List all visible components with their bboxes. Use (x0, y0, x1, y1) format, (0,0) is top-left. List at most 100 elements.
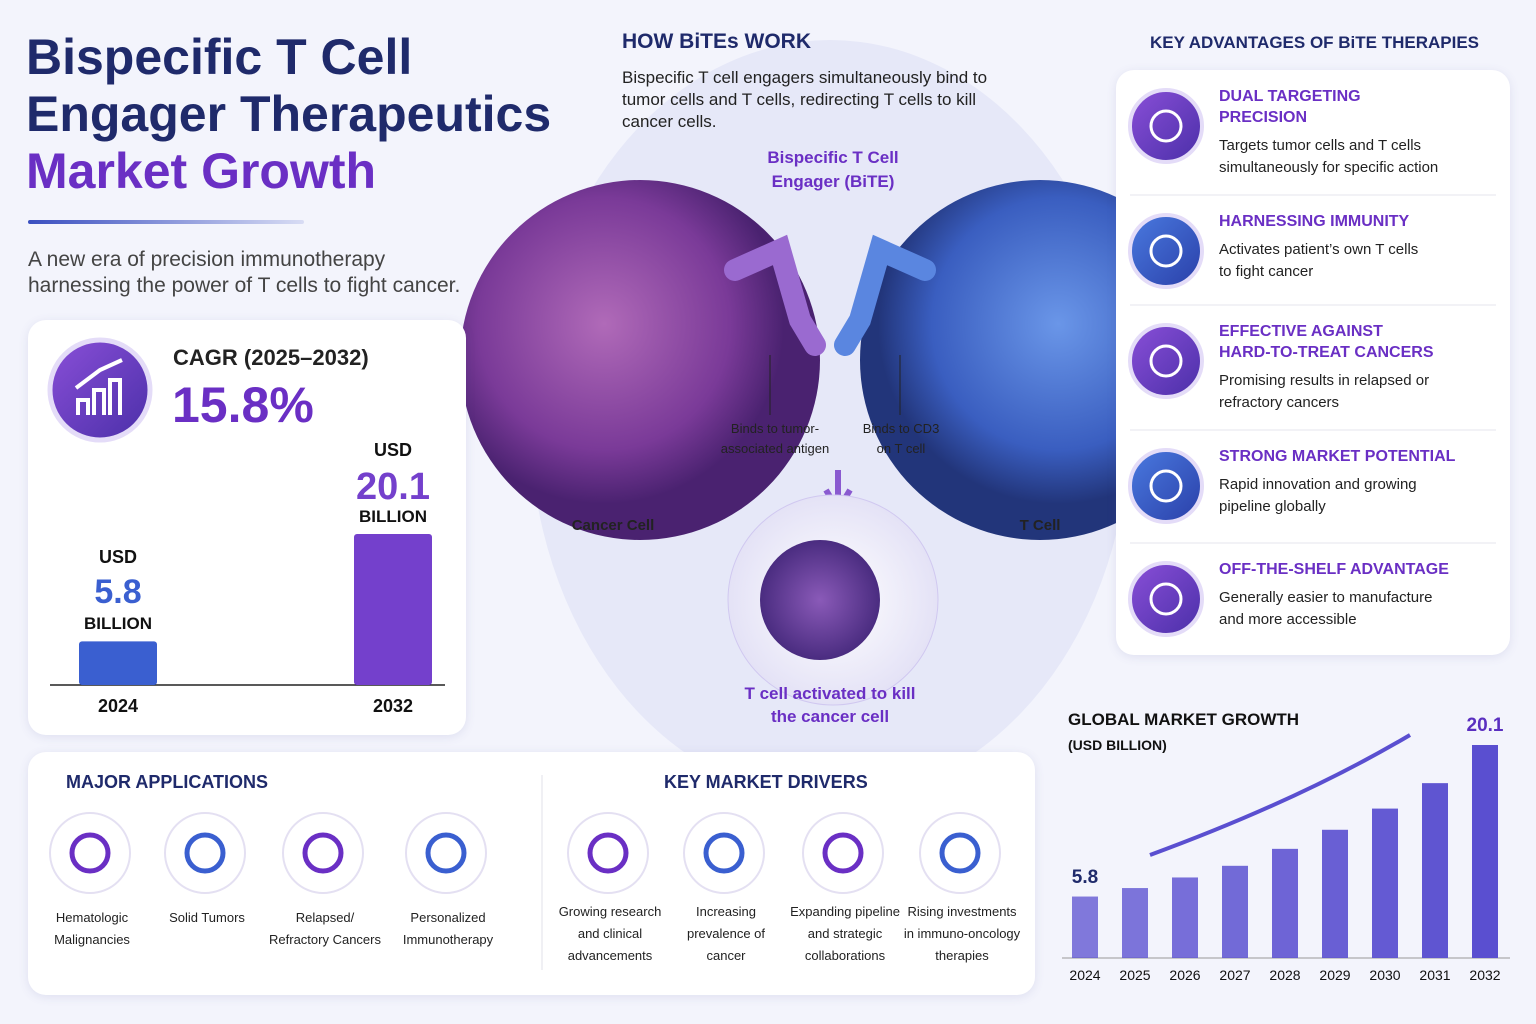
binding-label: associated antigen (720, 441, 830, 456)
advantage-icon (1128, 213, 1204, 289)
advantage-text: to fight cancer (1219, 263, 1314, 280)
activated-cell (760, 540, 880, 660)
advantage-text: pipeline globally (1219, 498, 1326, 515)
bar (1122, 888, 1148, 958)
x-tick-label: 2029 (1319, 967, 1351, 983)
bite-label: Engager (BiTE) (771, 172, 895, 191)
x-tick-label: 2028 (1269, 967, 1301, 983)
advantage-title: STRONG MARKET POTENTIAL (1219, 448, 1456, 465)
advantage-icon (1128, 448, 1204, 524)
item-label: Malignancies (54, 932, 130, 947)
item-label: Refractory Cancers (269, 932, 381, 947)
x-tick-label: 2026 (1169, 967, 1201, 983)
bar (1172, 877, 1198, 958)
title-line: Market Growth (26, 143, 377, 199)
advantage-title: HARD-TO-TREAT CANCERS (1219, 344, 1434, 361)
item-label: Hematologic (55, 910, 129, 925)
value-label: 5.8 (94, 573, 142, 612)
chart-subtitle: (USD BILLION) (1068, 737, 1167, 753)
cell-label: T Cell (1019, 517, 1061, 534)
cagr-label: CAGR (2025–2032) (173, 345, 369, 370)
item-icon (405, 812, 487, 894)
title-underline (28, 220, 304, 224)
description-line: tumor cells and T cells, redirecting T c… (622, 90, 976, 109)
subtitle-line: A new era of precision immunotherapy (28, 248, 386, 271)
item-icon (802, 812, 884, 894)
advantage-text: Activates patient’s own T cells (1219, 241, 1419, 258)
x-tick-label: 2025 (1119, 967, 1151, 983)
binding-label: Binds to tumor- (730, 421, 820, 436)
advantage-icon (1128, 561, 1204, 637)
title-line: Bispecific T Cell (26, 29, 413, 85)
bar (354, 534, 432, 685)
item-label: Personalized (410, 910, 486, 925)
advantage-title: HARNESSING IMMUNITY (1219, 213, 1410, 230)
subtitle-line: harnessing the power of T cells to fight… (28, 274, 461, 297)
growth-arrow (1149, 733, 1412, 857)
advantage-title: PRECISION (1219, 109, 1308, 126)
item-label: and strategic (807, 926, 883, 941)
item-label: prevalence of (686, 926, 766, 941)
binding-label: Binds to CD3 (862, 421, 940, 436)
advantage-icon (1128, 323, 1204, 399)
item-label: Immunotherapy (402, 932, 494, 947)
value-label: 20.1 (356, 466, 430, 508)
chart-title: GLOBAL MARKET GROWTH (1068, 710, 1300, 729)
item-label: cancer (706, 948, 746, 963)
bite-label: Bispecific T Cell (767, 148, 899, 167)
item-label: collaborations (804, 948, 886, 963)
bar (1072, 896, 1098, 958)
item-icon (164, 812, 246, 894)
x-tick-label: 2024 (1069, 967, 1101, 983)
binding-label: on T cell (876, 441, 926, 456)
advantage-text: simultaneously for specific action (1219, 159, 1439, 176)
description-line: Bispecific T cell engagers simultaneousl… (622, 68, 988, 87)
icon-glyph (1149, 234, 1183, 268)
value-label: 20.1 (1466, 715, 1504, 736)
item-label: Relapsed/ (295, 910, 355, 925)
result-label: T cell activated to kill (744, 684, 916, 703)
icon-glyph (1149, 109, 1183, 143)
icon-glyph (74, 358, 123, 415)
item-icon (567, 812, 649, 894)
bar (1372, 808, 1398, 958)
item-label: Increasing (696, 904, 756, 919)
icon-glyph (1149, 582, 1183, 616)
value-suffix: BILLION (359, 507, 427, 526)
antibody-left (724, 234, 826, 356)
title-line: Engager Therapeutics (26, 86, 552, 142)
value-label: 5.8 (1071, 866, 1099, 888)
item-label: and clinical (577, 926, 643, 941)
item-label: advancements (567, 948, 653, 963)
item-label: Rising investments (907, 904, 1017, 919)
bar (1322, 829, 1348, 958)
value-prefix: USD (98, 547, 138, 568)
item-label: therapies (935, 948, 989, 963)
icon-glyph (703, 832, 745, 874)
result-label: the cancer cell (770, 707, 890, 726)
advantage-title: EFFECTIVE AGAINST (1219, 323, 1383, 340)
icon-glyph (587, 832, 629, 874)
x-tick-label: 2027 (1219, 967, 1251, 983)
item-label: Solid Tumors (169, 910, 245, 925)
icon-glyph (939, 832, 981, 874)
advantage-text: Promising results in relapsed or (1219, 372, 1430, 389)
item-icon (919, 812, 1001, 894)
icon-glyph (184, 832, 226, 874)
advantage-title: DUAL TARGETING (1219, 88, 1361, 105)
icon-glyph (1149, 344, 1183, 378)
item-label: Expanding pipeline (790, 904, 900, 919)
icon-glyph (822, 832, 864, 874)
value-suffix: BILLION (84, 614, 152, 634)
item-icon (683, 812, 765, 894)
item-icon (282, 812, 364, 894)
icon-glyph (425, 832, 467, 874)
x-tick-label: 2032 (1469, 967, 1501, 983)
value-prefix: USD (373, 440, 413, 460)
section-title: KEY ADVANTAGES OF BiTE THERAPIES (1150, 33, 1480, 52)
description-line: cancer cells. (622, 112, 717, 131)
x-tick-label: 2032 (372, 696, 414, 716)
bar (1272, 848, 1298, 958)
